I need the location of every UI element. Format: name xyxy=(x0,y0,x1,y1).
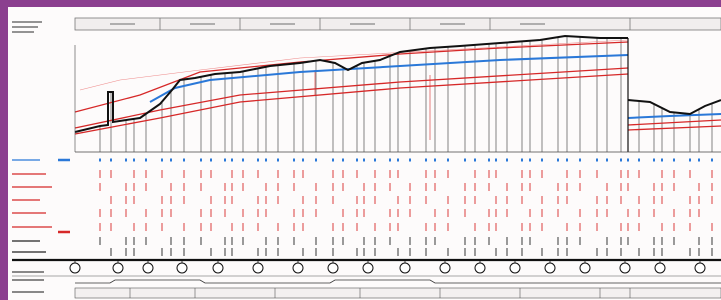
profile-drawing xyxy=(0,0,721,300)
header-band xyxy=(75,18,721,30)
page: (() => { const NS = 'http://www.w3.org/2… xyxy=(0,0,721,300)
station-circle xyxy=(655,263,665,273)
sheet xyxy=(8,7,721,300)
station-circle xyxy=(363,263,373,273)
station-circle xyxy=(253,263,263,273)
station-circle xyxy=(510,263,520,273)
station-circle xyxy=(580,263,590,273)
station-circle xyxy=(475,263,485,273)
station-circle xyxy=(400,263,410,273)
station-circle xyxy=(70,263,80,273)
station-circle xyxy=(440,263,450,273)
station-circle xyxy=(545,263,555,273)
station-circle xyxy=(328,263,338,273)
station-circle xyxy=(143,263,153,273)
station-circle xyxy=(113,263,123,273)
station-circle xyxy=(695,263,705,273)
station-circle xyxy=(293,263,303,273)
bottom-band xyxy=(75,288,721,298)
station-circle xyxy=(213,263,223,273)
station-circle xyxy=(177,263,187,273)
station-circle xyxy=(620,263,630,273)
